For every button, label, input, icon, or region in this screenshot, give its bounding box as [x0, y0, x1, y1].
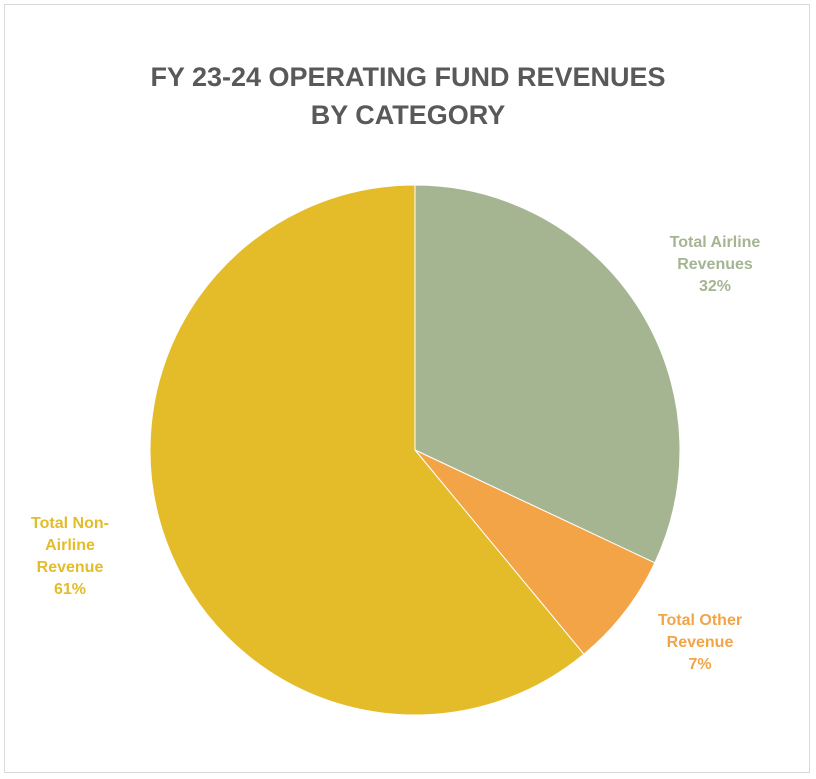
pie-slice [149, 184, 585, 716]
value-label: 61% [53, 581, 87, 598]
value-label: 7% [688, 656, 712, 673]
pie-slice [414, 184, 681, 564]
chart-title: FY 23-24 OPERATING FUND REVENUES [150, 62, 666, 92]
chart-frame [4, 4, 810, 773]
chart-title: BY CATEGORY [310, 100, 506, 130]
data-label: Total Non-Airline Revenue 61% [15, 513, 125, 601]
category-label: Total Non-Airline Revenue [31, 515, 109, 576]
data-label: Total Other Revenue 7% [630, 610, 770, 676]
category-label: Total Airline Revenues [669, 234, 761, 273]
category-label: Total Other Revenue [657, 612, 743, 651]
data-label: Total Airline Revenues 32% [645, 232, 785, 298]
pie-slice [414, 449, 656, 655]
value-label: 32% [698, 278, 732, 295]
